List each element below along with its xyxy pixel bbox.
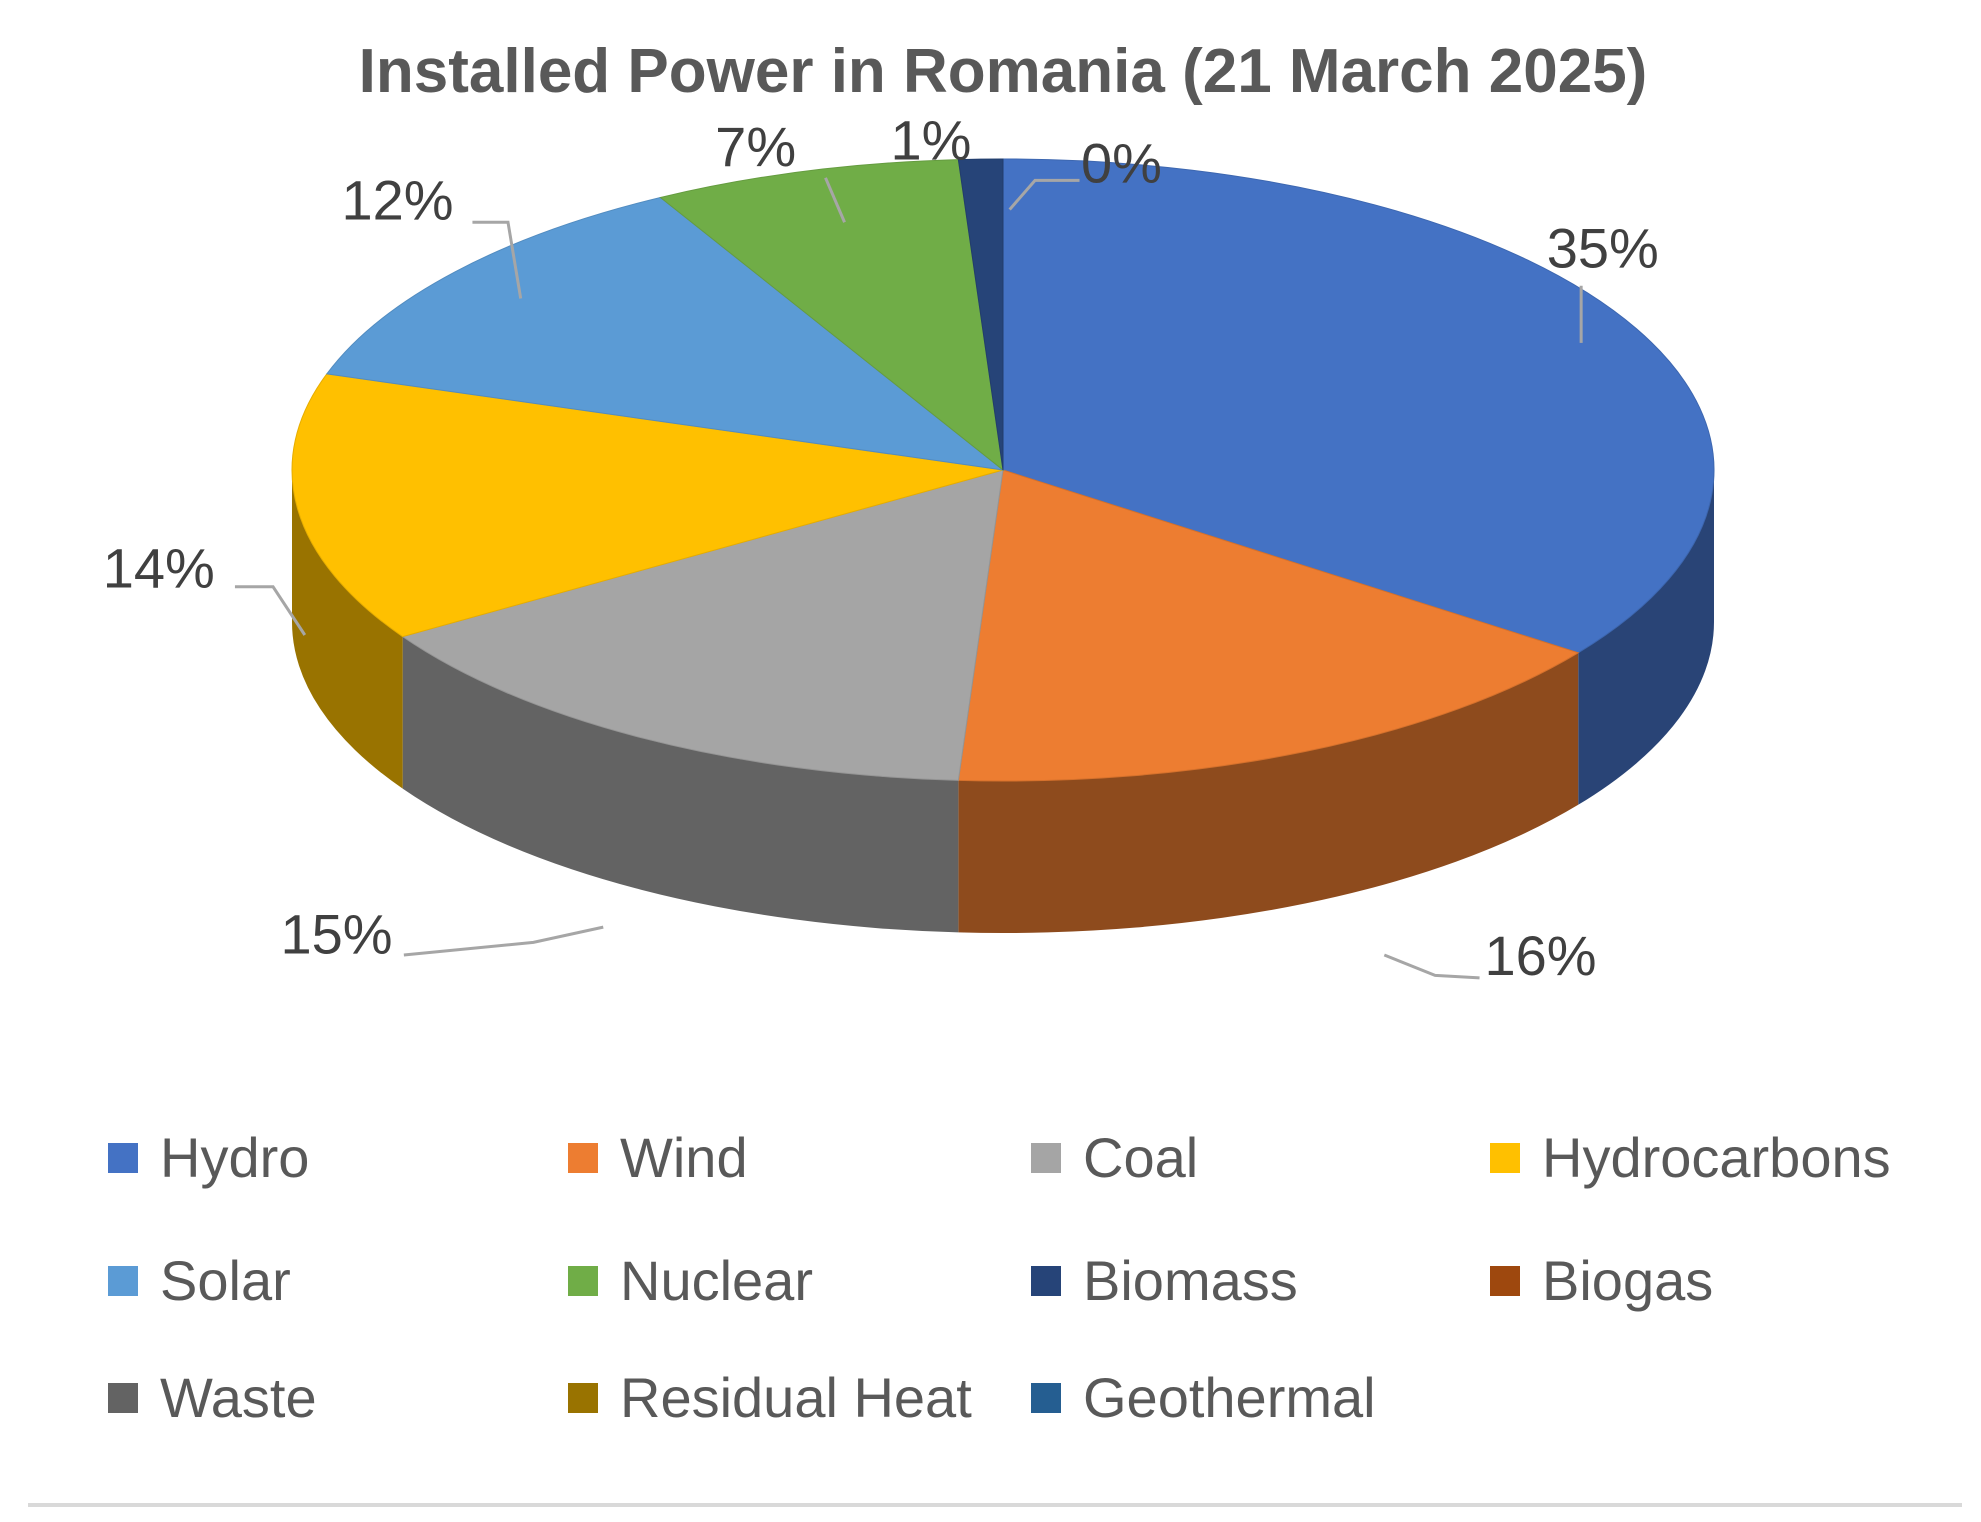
leader-line-wind xyxy=(1383,953,1480,980)
data-label-nuclear: 7% xyxy=(715,115,796,178)
pie-slice-nuclear[interactable] xyxy=(659,159,1004,472)
divider xyxy=(28,1503,1962,1507)
legend-item-hydrocarbons[interactable]: Hydrocarbons xyxy=(1490,1125,1891,1190)
data-label-biogas: 0% xyxy=(1081,132,1162,195)
leader-line-coal xyxy=(403,925,604,957)
pie-side-coal xyxy=(402,636,959,933)
data-labels: 35% 16% 15% 14% 12% 7% 1% 0% xyxy=(103,109,1659,987)
pie-slice-hydro[interactable] xyxy=(1002,158,1715,654)
legend-swatch xyxy=(108,1265,138,1296)
legend-item-biomass[interactable]: Biomass xyxy=(1031,1248,1298,1313)
legend-item-biogas[interactable]: Biogas xyxy=(1490,1248,1713,1313)
legend-swatch xyxy=(1031,1265,1061,1296)
leader-line-hydrocarbons xyxy=(234,585,307,636)
legend-swatch xyxy=(568,1265,598,1296)
pie-slice-hydrocarbons[interactable] xyxy=(291,373,1004,638)
leader-line-nuclear xyxy=(824,177,846,223)
pie-side-wind xyxy=(958,652,1579,933)
legend-label: Coal xyxy=(1083,1126,1199,1189)
leader-line-biogas xyxy=(1008,178,1080,211)
legend-item-waste[interactable]: Waste xyxy=(108,1365,317,1430)
legend-swatch xyxy=(1490,1265,1520,1296)
pie-sides xyxy=(292,470,1714,933)
data-label-coal: 15% xyxy=(281,902,393,965)
legend-item-geothermal[interactable]: Geothermal xyxy=(1031,1365,1376,1430)
data-label-hydrocarbons: 14% xyxy=(103,537,215,600)
pie-slice-coal[interactable] xyxy=(401,469,1004,781)
legend-swatch xyxy=(1031,1142,1061,1173)
pie-side-hydrocarbons xyxy=(292,470,403,789)
legend-label: Nuclear xyxy=(620,1249,813,1312)
legend-swatch xyxy=(568,1382,598,1413)
legend-label: Biomass xyxy=(1083,1249,1298,1312)
pie-slice-solar[interactable] xyxy=(325,196,1005,471)
pie-slices xyxy=(291,158,1715,782)
pie-chart: Installed Power in Romania (21 March 202… xyxy=(103,37,1715,987)
legend-label: Waste xyxy=(160,1366,317,1429)
leader-line-solar xyxy=(472,220,523,299)
legend-item-hydro[interactable]: Hydro xyxy=(108,1125,309,1190)
pie-slice-biomass[interactable] xyxy=(957,158,1004,471)
legend-item-solar[interactable]: Solar xyxy=(108,1248,291,1313)
pie-slice-wind[interactable] xyxy=(957,469,1580,782)
legend-swatch xyxy=(108,1142,138,1173)
pie-side-hydro xyxy=(1578,470,1714,805)
legend-swatch xyxy=(108,1382,138,1413)
legend-label: Biogas xyxy=(1542,1249,1714,1312)
data-label-solar: 12% xyxy=(341,168,453,231)
leader-lines xyxy=(234,177,1583,980)
legend-item-nuclear[interactable]: Nuclear xyxy=(568,1248,813,1313)
legend-swatch xyxy=(568,1142,598,1173)
legend-label: Solar xyxy=(160,1249,291,1312)
legend-label: Hydrocarbons xyxy=(1542,1126,1891,1189)
legend-item-wind[interactable]: Wind xyxy=(568,1125,748,1190)
legend-swatch xyxy=(1031,1382,1061,1413)
data-label-wind: 16% xyxy=(1484,924,1596,987)
legend-item-residual-heat[interactable]: Residual Heat xyxy=(568,1365,972,1430)
legend-item-coal[interactable]: Coal xyxy=(1031,1125,1198,1190)
chart-title: Installed Power in Romania (21 March 202… xyxy=(359,37,1648,106)
legend-label: Hydro xyxy=(160,1126,310,1189)
legend-label: Residual Heat xyxy=(620,1366,972,1429)
legend-swatch xyxy=(1490,1142,1520,1173)
data-label-biomass: 1% xyxy=(890,109,971,172)
data-label-hydro: 35% xyxy=(1547,217,1659,280)
legend-label: Geothermal xyxy=(1083,1366,1376,1429)
legend-label: Wind xyxy=(620,1126,748,1189)
